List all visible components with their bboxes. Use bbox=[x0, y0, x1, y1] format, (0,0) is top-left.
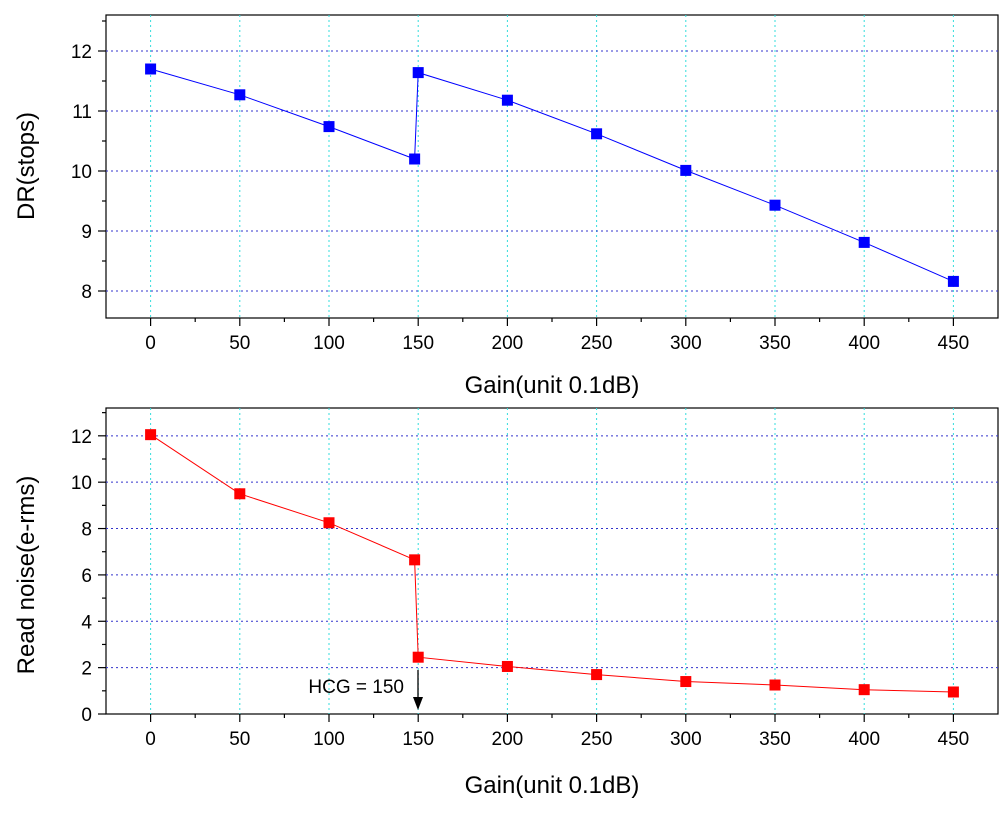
read-noise-x-tick-label: 300 bbox=[670, 729, 702, 750]
dr-data-point bbox=[501, 94, 513, 106]
read-noise-series-line bbox=[150, 434, 954, 693]
read-noise-y-tick-label: 10 bbox=[71, 473, 92, 494]
hcg-annotation-label: HCG = 150 bbox=[308, 677, 404, 698]
read-noise-chart: 0 50 100 150 200 250 300 350 400 450 0 2 4 6 8 10 12 HC… bbox=[13, 407, 999, 799]
read-noise-y-tick-label: 2 bbox=[81, 659, 92, 680]
read-noise-x-ticks: 0 50 100 150 200 250 300 350 400 450 bbox=[145, 714, 969, 750]
dr-data-point bbox=[591, 128, 603, 140]
read-noise-data-point bbox=[769, 679, 781, 691]
dr-series-line bbox=[150, 68, 954, 282]
read-noise-x-tick-label: 0 bbox=[145, 729, 156, 750]
dr-y-axis-title: DR(stops) bbox=[13, 112, 40, 220]
dr-data-point bbox=[412, 67, 424, 79]
read-noise-y-tick-label: 12 bbox=[71, 427, 92, 448]
dr-data-point bbox=[145, 63, 157, 75]
dr-x-tick-label: 100 bbox=[313, 333, 345, 354]
dr-x-tick-label: 150 bbox=[402, 333, 434, 354]
dr-x-axis-title: Gain(unit 0.1dB) bbox=[465, 372, 640, 399]
read-noise-data-point bbox=[145, 429, 157, 441]
dr-y-tick-label: 9 bbox=[81, 222, 92, 243]
dr-x-ticks: 0 50 100 150 200 250 300 350 400 450 bbox=[145, 318, 969, 354]
read-noise-y-axis-title: Read noise(e-rms) bbox=[13, 476, 40, 675]
dr-data-point bbox=[947, 275, 959, 287]
dr-data-point bbox=[769, 199, 781, 211]
read-noise-y-tick-label: 0 bbox=[81, 705, 92, 726]
read-noise-x-tick-label: 50 bbox=[229, 729, 250, 750]
dr-x-tick-label: 450 bbox=[938, 333, 970, 354]
dr-x-tick-label: 300 bbox=[670, 333, 702, 354]
read-noise-x-tick-label: 100 bbox=[313, 729, 345, 750]
dr-data-point bbox=[858, 236, 870, 248]
read-noise-data-point bbox=[680, 676, 692, 688]
read-noise-series bbox=[145, 429, 959, 698]
dr-data-point bbox=[409, 153, 421, 165]
read-noise-y-ticks: 0 2 4 6 8 10 12 bbox=[71, 412, 106, 726]
dr-x-tick-label: 50 bbox=[229, 333, 250, 354]
read-noise-data-point bbox=[234, 488, 246, 500]
read-noise-x-tick-label: 350 bbox=[759, 729, 791, 750]
read-noise-data-point bbox=[412, 651, 424, 663]
dr-x-tick-label: 0 bbox=[145, 333, 156, 354]
read-noise-x-tick-label: 200 bbox=[492, 729, 524, 750]
dr-y-tick-label: 11 bbox=[72, 102, 92, 123]
read-noise-data-point bbox=[858, 684, 870, 696]
dr-x-tick-label: 250 bbox=[581, 333, 613, 354]
read-noise-x-tick-label: 250 bbox=[581, 729, 613, 750]
read-noise-y-tick-label: 6 bbox=[81, 566, 92, 587]
dr-data-point bbox=[323, 121, 335, 133]
dr-y-tick-label: 8 bbox=[81, 282, 92, 303]
dr-y-tick-label: 10 bbox=[71, 162, 92, 183]
read-noise-grid bbox=[106, 408, 998, 714]
hcg-annotation-arrow-head bbox=[413, 697, 423, 710]
hcg-annotation: HCG = 150 bbox=[308, 670, 423, 710]
dr-y-ticks: 8 9 10 11 12 bbox=[71, 20, 106, 303]
read-noise-data-point bbox=[591, 669, 603, 681]
read-noise-data-point bbox=[409, 554, 421, 566]
read-noise-x-tick-label: 450 bbox=[938, 729, 970, 750]
dr-series bbox=[145, 63, 959, 287]
read-noise-y-tick-label: 8 bbox=[81, 520, 92, 541]
dr-grid bbox=[106, 15, 998, 318]
read-noise-data-point bbox=[501, 660, 513, 672]
dr-data-point bbox=[680, 164, 692, 176]
dr-data-point bbox=[234, 89, 246, 101]
read-noise-data-point bbox=[947, 686, 959, 698]
dr-x-tick-label: 350 bbox=[759, 333, 791, 354]
read-noise-x-axis-title: Gain(unit 0.1dB) bbox=[465, 772, 640, 799]
dr-y-tick-label: 12 bbox=[71, 42, 92, 63]
read-noise-x-tick-label: 400 bbox=[848, 729, 880, 750]
dr-chart: 0 50 100 150 200 250 300 350 400 450 8 9 10 11 12 Gai… bbox=[13, 14, 999, 399]
dr-x-tick-label: 200 bbox=[492, 333, 524, 354]
read-noise-y-tick-label: 4 bbox=[81, 612, 92, 633]
dr-x-tick-label: 400 bbox=[848, 333, 880, 354]
read-noise-data-point bbox=[323, 517, 335, 529]
read-noise-x-tick-label: 150 bbox=[402, 729, 434, 750]
